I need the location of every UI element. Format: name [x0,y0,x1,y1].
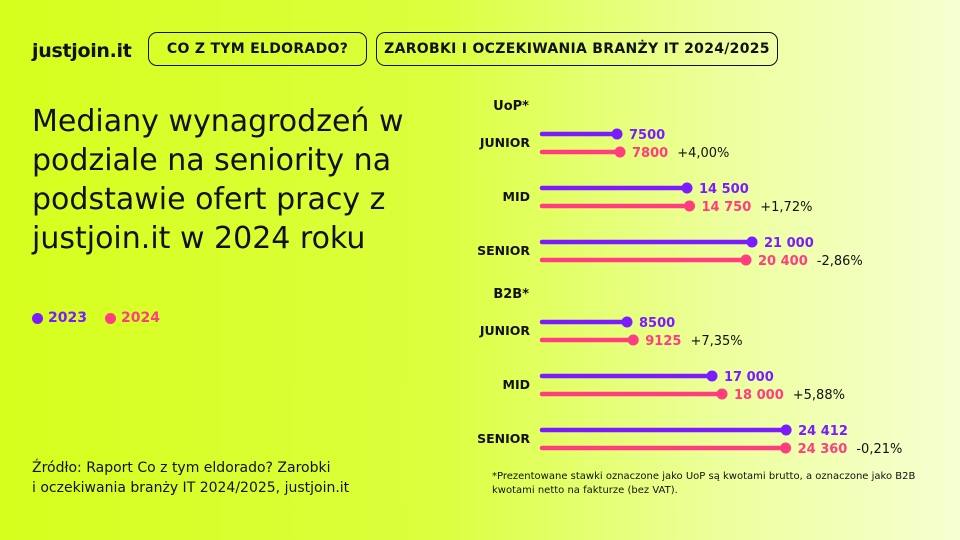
change-label-b2b-mid: +5,88% [793,388,845,403]
value-label-2023-b2b-senior: 24 412 [798,424,848,439]
bar-end-2023-b2b-senior [780,424,792,436]
value-label-2023-uop-junior: 7500 [629,128,665,143]
bar-end-2024-b2b-junior [627,334,639,346]
change-label-b2b-senior: -0,21% [856,442,902,457]
value-label-2024-uop-mid: 14 750 [702,200,752,215]
bar-end-2024-b2b-senior [780,442,792,454]
page-title: Mediany wynagrodzeń w podziale na senior… [32,104,404,256]
legend-dot-2024 [104,312,116,324]
value-label-2024-b2b-junior: 9125 [645,334,681,349]
value-label-2024-uop-junior: 7800 [632,146,668,161]
bar-end-2024-uop-junior [614,146,626,158]
legend-item-2023: 2023 [32,310,87,326]
value-label-2023-uop-senior: 21 000 [764,236,814,251]
legend-label-2023: 2023 [48,310,87,326]
change-label-b2b-junior: +7,35% [690,334,742,349]
footnote: *Prezentowane stawki oznaczone jako UoP … [492,471,916,496]
legend-label-2024: 2024 [120,310,160,326]
category-label-b2b-mid: MID [503,377,530,392]
bar-end-2023-uop-senior [746,236,758,248]
category-label-b2b-junior: JUNIOR [479,323,531,338]
value-label-2024-uop-senior: 20 400 [758,254,808,269]
bar-end-2024-uop-mid [684,200,695,212]
bar-end-2024-uop-senior [740,254,752,266]
category-label-b2b-senior: SENIOR [477,431,530,446]
change-label-uop-senior: -2,86% [817,254,863,269]
category-label-uop-mid: MID [503,189,530,204]
category-label-uop-junior: JUNIOR [479,135,531,150]
value-label-2023-b2b-junior: 8500 [639,316,675,331]
chart-legend: 2023 2024 [32,310,160,326]
group-label-uop: UoP* [493,99,529,114]
value-label-2024-b2b-mid: 18 000 [734,388,784,403]
bar-end-2023-uop-mid [681,182,693,194]
bar-end-2023-b2b-junior [621,316,633,328]
bar-end-2024-b2b-mid [716,388,728,400]
value-label-2023-uop-mid: 14 500 [699,182,749,197]
change-label-uop-mid: +1,72% [760,200,812,215]
bar-end-2023-uop-junior [611,128,623,140]
category-label-uop-senior: SENIOR [477,243,530,258]
value-label-2024-b2b-senior: 24 360 [798,442,848,457]
source-note: Źródło: Raport Co z tym eldorado? Zarobk… [32,460,350,496]
legend-dot-2023 [32,312,43,324]
justjoin-logo: justjoin.it [32,40,132,62]
group-label-b2b: B2B* [493,287,529,302]
tag-co-z-tym-eldorado: CO Z TYM ELDORADO? [148,32,367,66]
bar-end-2023-b2b-mid [706,370,718,382]
change-label-uop-junior: +4,00% [677,146,729,161]
legend-item-2024: 2024 [104,310,160,326]
tag-zarobki-report: ZAROBKI I OCZEKIWANIA BRANŻY IT 2024/202… [376,32,778,66]
value-label-2023-b2b-mid: 17 000 [724,370,774,385]
